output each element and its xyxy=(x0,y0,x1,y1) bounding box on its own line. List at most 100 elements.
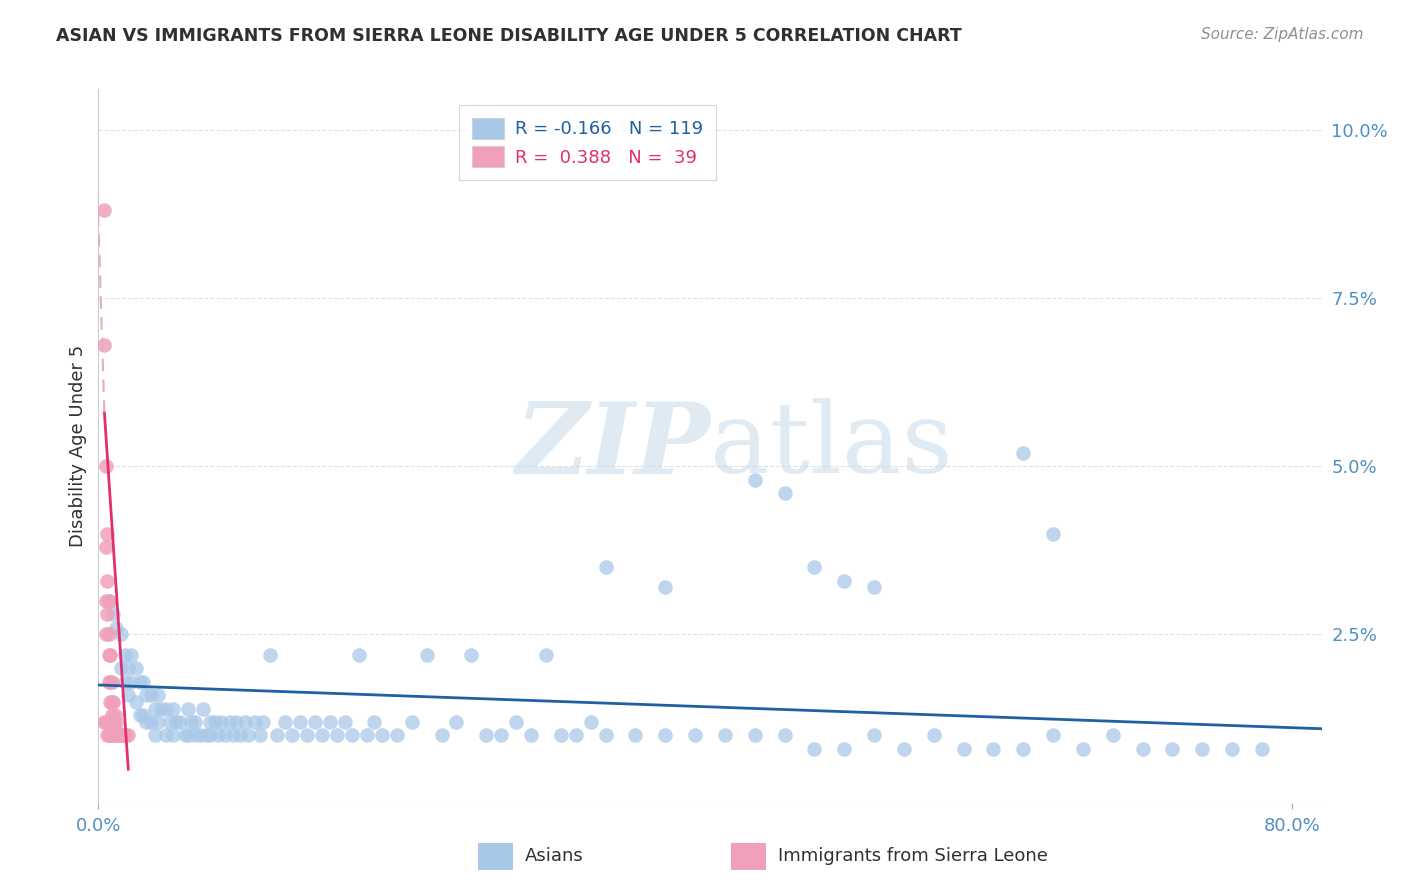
Point xyxy=(832,574,855,588)
Point xyxy=(94,714,117,729)
Point xyxy=(129,708,152,723)
Point xyxy=(863,580,886,594)
Text: ASIAN VS IMMIGRANTS FROM SIERRA LEONE DISABILITY AGE UNDER 5 CORRELATION CHART: ASIAN VS IMMIGRANTS FROM SIERRA LEONE DI… xyxy=(56,27,962,45)
Point xyxy=(98,594,121,608)
Point xyxy=(489,729,512,743)
Point xyxy=(714,729,737,743)
Point xyxy=(1012,446,1035,460)
Point xyxy=(120,648,142,662)
Point xyxy=(108,729,131,743)
Point xyxy=(110,729,132,743)
Point xyxy=(744,473,766,487)
Point xyxy=(180,714,202,729)
Point xyxy=(93,338,115,352)
Point xyxy=(534,648,557,662)
Point xyxy=(1132,742,1154,756)
Point xyxy=(274,714,297,729)
Point xyxy=(252,714,274,729)
Point xyxy=(446,714,468,729)
Point xyxy=(983,742,1005,756)
Point xyxy=(297,729,319,743)
Point xyxy=(114,674,136,689)
Point xyxy=(863,729,886,743)
Point xyxy=(832,742,855,756)
Point xyxy=(98,729,121,743)
Point xyxy=(114,729,136,743)
Legend: R = -0.166   N = 119, R =  0.388   N =  39: R = -0.166 N = 119, R = 0.388 N = 39 xyxy=(460,105,716,179)
Point xyxy=(112,729,135,743)
Point xyxy=(97,648,120,662)
Point xyxy=(146,688,169,702)
Point xyxy=(155,701,177,715)
Y-axis label: Disability Age Under 5: Disability Age Under 5 xyxy=(69,345,87,547)
Point xyxy=(773,729,796,743)
Point xyxy=(94,459,117,474)
Point xyxy=(101,729,124,743)
Point xyxy=(184,714,207,729)
Point xyxy=(579,714,602,729)
Point xyxy=(174,729,197,743)
Point xyxy=(135,714,157,729)
Point xyxy=(97,594,120,608)
Point xyxy=(363,714,385,729)
Point xyxy=(96,574,118,588)
Point xyxy=(165,714,187,729)
Point xyxy=(110,661,132,675)
Text: atlas: atlas xyxy=(710,398,953,494)
Point xyxy=(104,722,127,736)
Point xyxy=(340,729,363,743)
Point xyxy=(922,729,945,743)
Point xyxy=(281,729,304,743)
Point xyxy=(505,714,527,729)
Point xyxy=(98,648,121,662)
Point xyxy=(259,648,281,662)
Point xyxy=(129,674,152,689)
Point xyxy=(207,729,229,743)
Point xyxy=(103,607,125,622)
Point xyxy=(93,714,115,729)
Point xyxy=(430,729,453,743)
Point xyxy=(288,714,311,729)
Point xyxy=(214,729,236,743)
Point xyxy=(1251,742,1274,756)
Point xyxy=(326,729,349,743)
Point xyxy=(162,729,184,743)
Point xyxy=(773,486,796,500)
Point xyxy=(188,729,211,743)
Point xyxy=(111,729,134,743)
Point xyxy=(98,674,121,689)
Point xyxy=(132,674,155,689)
Point xyxy=(97,674,120,689)
Point xyxy=(94,540,117,554)
Point xyxy=(96,526,118,541)
Point xyxy=(96,729,118,743)
Point xyxy=(191,701,214,715)
Point xyxy=(101,674,124,689)
Point xyxy=(96,607,118,622)
Point xyxy=(266,729,288,743)
Point xyxy=(125,661,148,675)
Point xyxy=(177,701,200,715)
Point xyxy=(1220,742,1243,756)
Point xyxy=(120,674,142,689)
Point xyxy=(221,729,243,743)
Point xyxy=(97,627,120,641)
Point xyxy=(1042,526,1064,541)
Point xyxy=(162,701,184,715)
Point xyxy=(654,580,676,594)
Point xyxy=(93,203,115,218)
Point xyxy=(744,729,766,743)
Point xyxy=(233,714,256,729)
Point xyxy=(624,729,647,743)
Point xyxy=(169,714,191,729)
Point xyxy=(139,688,162,702)
Point xyxy=(117,729,139,743)
Point xyxy=(117,661,139,675)
Point xyxy=(105,714,128,729)
Point xyxy=(104,708,127,723)
Point xyxy=(893,742,915,756)
Point xyxy=(1042,729,1064,743)
Point xyxy=(595,729,617,743)
Point xyxy=(520,729,543,743)
Point xyxy=(103,714,125,729)
